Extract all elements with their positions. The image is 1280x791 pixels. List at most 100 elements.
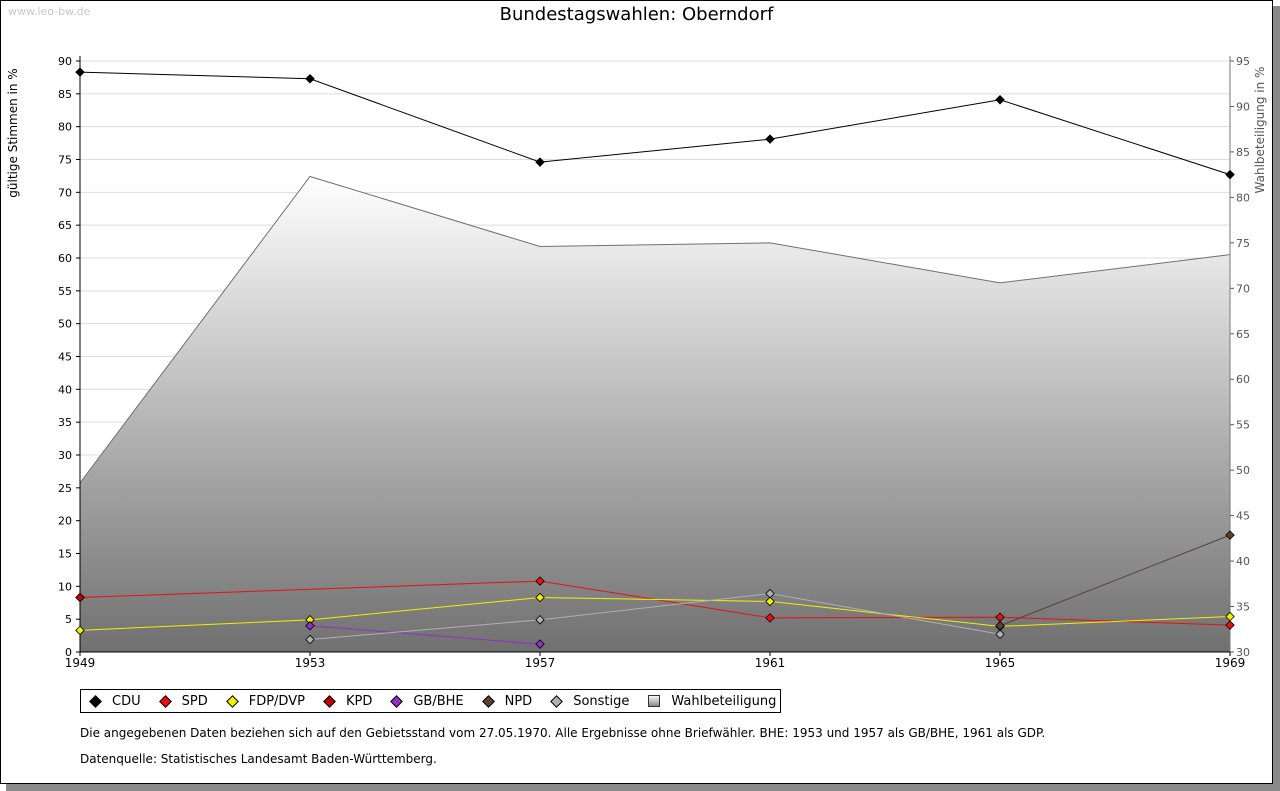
marker-gb-bhe-1957 [535, 639, 545, 649]
y-tick-80: 80 [58, 121, 72, 134]
marker-cdu-1953 [305, 73, 315, 84]
y-tick-40: 40 [58, 383, 72, 396]
legend-item-wahlbeteiligung: Wahlbeteiligung [645, 694, 776, 709]
y-tick-45: 45 [58, 351, 72, 364]
legend-item-spd: SPD [157, 694, 208, 709]
footnote-gebietsstand: Die angegebenen Daten beziehen sich auf … [80, 726, 1046, 740]
legend-marker-spd [158, 694, 172, 708]
y2-tick-60: 60 [1236, 373, 1250, 386]
y-tick-65: 65 [58, 219, 72, 232]
legend-item-gb-bhe: GB/BHE [388, 693, 464, 709]
legend-marker-fdp-dvp [225, 694, 239, 708]
y-tick-15: 15 [58, 548, 72, 561]
series-line-sonstige [309, 593, 1001, 641]
marker-spd-1957 [535, 576, 545, 586]
watermark: www.leo-bw.de [8, 5, 91, 18]
marker-cdu-1961 [765, 134, 775, 144]
marker-cdu-1957 [535, 157, 545, 167]
y2-tick-40: 40 [1236, 555, 1250, 568]
y-tick-10: 10 [58, 580, 72, 593]
x-tick-1949: 1949 [65, 656, 96, 670]
series-lines [79, 71, 1231, 645]
y2-tick-85: 85 [1236, 146, 1250, 159]
marker-sonstige-1953 [305, 634, 315, 645]
y2-tick-50: 50 [1236, 464, 1250, 477]
x-tick-1969: 1969 [1215, 656, 1246, 670]
marker-npd-1969 [1225, 530, 1235, 540]
frame-shadow-right [1273, 6, 1280, 791]
turnout-area [79, 175, 1231, 653]
marker-fdp-dvp-1949 [75, 625, 85, 636]
legend-item-sonstige: Sonstige [548, 694, 629, 709]
y2-tick-80: 80 [1236, 191, 1250, 204]
legend-item-cdu: CDU [87, 694, 141, 709]
marker-gb-bhe-1953 [305, 620, 315, 631]
marker-fdp-dvp-1961 [765, 596, 775, 607]
y-tick-60: 60 [58, 252, 72, 265]
y2-tick-55: 55 [1236, 419, 1250, 432]
series-line-fdp-dvp [79, 596, 1231, 631]
legend-label-cdu: CDU [112, 693, 141, 709]
y2-tick-75: 75 [1236, 237, 1250, 250]
legend-label-fdp-dvp: FDP/DVP [248, 693, 305, 709]
series-line-gb-bhe [309, 625, 541, 645]
y-tick-55: 55 [58, 285, 72, 298]
turnout-line [79, 175, 1231, 484]
y-tick-70: 70 [58, 186, 72, 199]
y2-tick-95: 95 [1236, 55, 1250, 68]
marker-spd-1969 [1225, 620, 1235, 630]
marker-cdu-1965 [995, 94, 1005, 105]
y-tick-35: 35 [58, 416, 72, 429]
y2-tick-30: 30 [1236, 646, 1250, 659]
y-tick-75: 75 [58, 154, 72, 167]
x-tick-1957: 1957 [525, 656, 556, 670]
legend-item-fdp-dvp: FDP/DVP [224, 694, 305, 709]
legend-marker-gb-bhe [390, 694, 404, 708]
legend-label-spd: SPD [181, 693, 208, 709]
marker-fdp-dvp-1969 [1225, 611, 1235, 622]
legend-marker-cdu [89, 694, 102, 708]
y-tick-25: 25 [58, 482, 72, 495]
legend-item-kpd: KPD [321, 694, 372, 709]
marker-spd-1961 [765, 613, 775, 623]
x-tick-1953: 1953 [295, 656, 326, 670]
legend: CDU SPD FDP/DVP KPD GB/BHE NPD Sonstige Wahlbet… [80, 689, 782, 713]
y-tick-20: 20 [58, 515, 72, 528]
x-tick-1965: 1965 [985, 656, 1016, 670]
y-tick-5: 5 [65, 613, 72, 626]
series-markers [75, 67, 1235, 649]
marker-cdu-1969 [1225, 169, 1235, 180]
legend-label-npd: NPD [504, 693, 533, 709]
frame-shadow-bottom [6, 784, 1280, 791]
marker-fdp-dvp-1957 [535, 592, 545, 603]
legend-label-kpd: KPD [345, 693, 373, 709]
series-line-cdu [79, 71, 1231, 176]
axes: 0 5 10 15 20 25 30 35 40 45 50 55 60 65 70 75 80 85 90 30 35… [58, 55, 1250, 670]
marker-sonstige-1957 [535, 615, 545, 625]
legend-item-npd: NPD [480, 693, 533, 709]
chart-title: Bundestagswahlen: Oberndorf [499, 4, 774, 25]
turnout-area-fill [80, 176, 1230, 653]
y-tick-90: 90 [58, 55, 72, 68]
legend-label-wahlbeteiligung: Wahlbeteiligung [671, 693, 777, 709]
y-tick-0: 0 [65, 646, 72, 659]
y2-tick-65: 65 [1236, 328, 1250, 341]
marker-kpd-1949 [75, 592, 85, 603]
legend-label-sonstige: Sonstige [573, 693, 630, 709]
legend-marker-npd [481, 694, 495, 708]
chart-plot: 0 5 10 15 20 25 30 35 40 45 50 55 60 65 70 75 80 85 90 30 35… [58, 55, 1250, 670]
y-tick-30: 30 [58, 449, 72, 462]
x-tick-1961: 1961 [755, 656, 786, 670]
legend-marker-wahlbeteiligung [648, 695, 661, 707]
y2-tick-35: 35 [1236, 601, 1250, 614]
legend-label-gb-bhe: GB/BHE [413, 693, 464, 709]
y2-tick-45: 45 [1236, 510, 1250, 523]
series-line-npd [999, 534, 1231, 627]
y2-tick-70: 70 [1236, 282, 1250, 295]
marker-cdu-1949 [75, 67, 85, 77]
footnote-datenquelle: Datenquelle: Statistisches Landesamt Bad… [80, 752, 437, 766]
marker-sonstige-1965 [995, 629, 1005, 640]
y2-tick-90: 90 [1236, 100, 1250, 113]
legend-marker-sonstige [550, 694, 564, 708]
y-tick-85: 85 [58, 88, 72, 101]
